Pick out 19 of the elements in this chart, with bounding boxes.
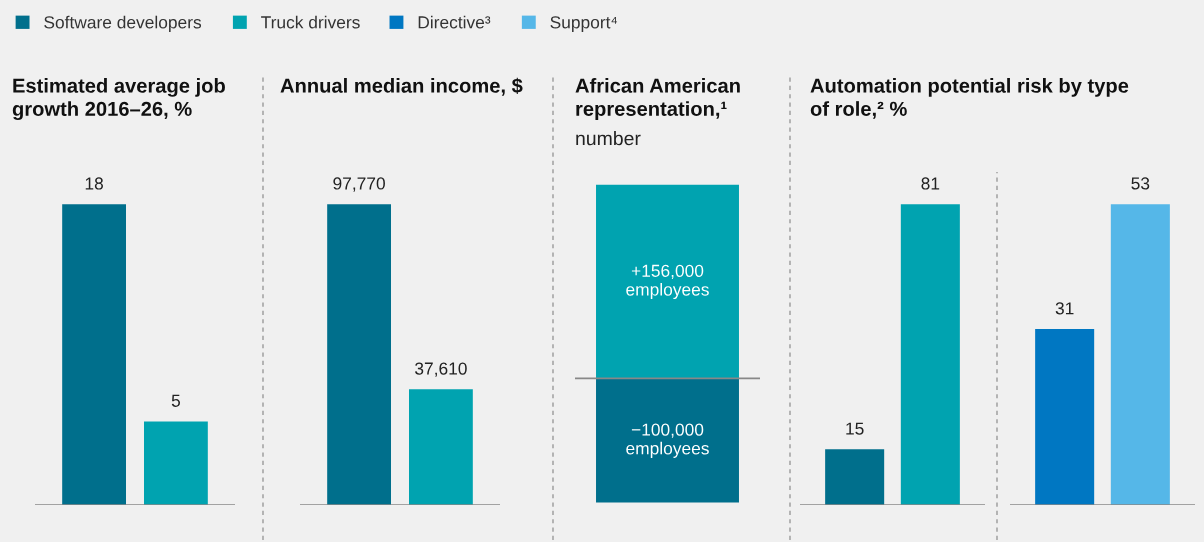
data-label: 53 — [1131, 177, 1150, 190]
chart-title: Estimated average job growth 2016–26, % — [12, 78, 225, 121]
data-label: 5 — [171, 394, 181, 407]
data-label: 37,610 — [415, 362, 467, 377]
data-label: 81 — [921, 177, 940, 190]
data-label: −100,000 employees — [626, 423, 709, 458]
legend-label: Support⁴ — [550, 16, 618, 32]
legend-label: Software developers — [44, 15, 202, 32]
data-label: 18 — [85, 177, 103, 190]
data-label: +156,000 employees — [626, 264, 709, 300]
data-label: 31 — [1055, 302, 1074, 315]
data-label: 97,770 — [333, 177, 385, 192]
chart-title: Annual median income, $ — [280, 77, 523, 96]
legend-label: Truck drivers — [261, 15, 360, 29]
chart-title: Automation potential risk by type of role,² % — [810, 78, 1129, 119]
chart-title: African American representation,¹ — [575, 78, 740, 120]
legend-label: Directive³ — [418, 15, 491, 29]
data-label: 15 — [846, 422, 864, 435]
chart-subtitle: number — [576, 131, 641, 146]
